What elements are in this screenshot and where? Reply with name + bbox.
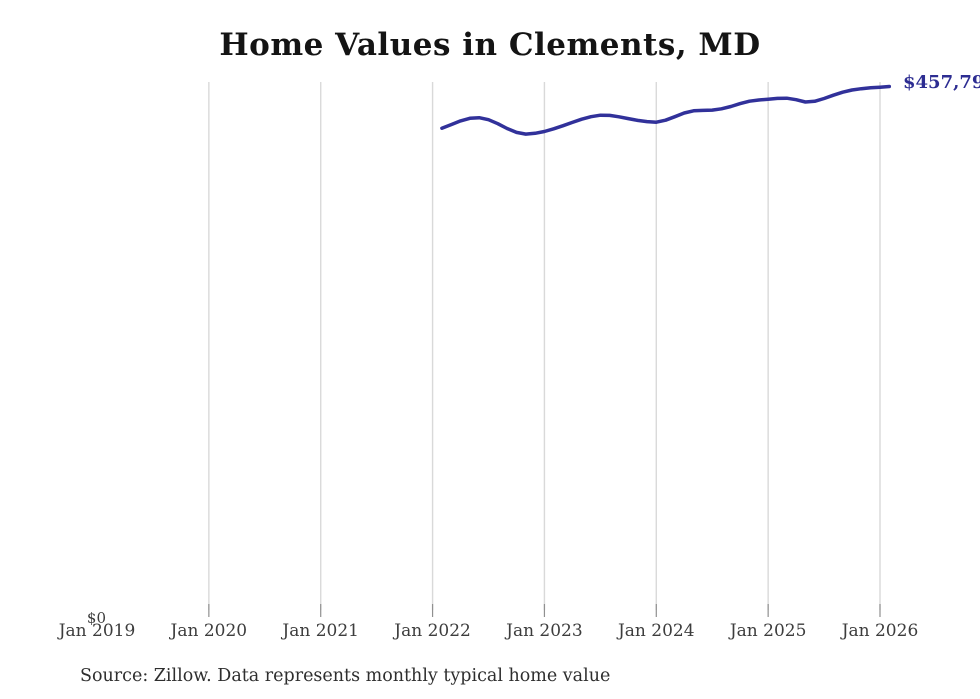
y-axis-zero-label: $0 xyxy=(86,609,106,627)
x-axis-label: Jan 2022 xyxy=(394,621,471,641)
x-axis-label: Jan 2025 xyxy=(729,621,807,641)
source-note: Source: Zillow. Data represents monthly … xyxy=(80,666,611,686)
chart-title: Home Values in Clements, MD xyxy=(219,27,761,63)
x-axis-label: Jan 2023 xyxy=(506,621,583,641)
end-value-label: $457,790 xyxy=(903,72,980,93)
home-value-line-series xyxy=(440,84,892,136)
x-axis-ticks xyxy=(208,604,881,617)
gridlines xyxy=(208,82,881,610)
x-axis-label: Jan 2019 xyxy=(58,621,136,641)
x-axis-label: Jan 2021 xyxy=(282,621,359,641)
x-axis-label: Jan 2024 xyxy=(617,621,695,641)
x-axis-label: Jan 2026 xyxy=(841,621,919,641)
x-axis-label: Jan 2020 xyxy=(170,621,248,641)
